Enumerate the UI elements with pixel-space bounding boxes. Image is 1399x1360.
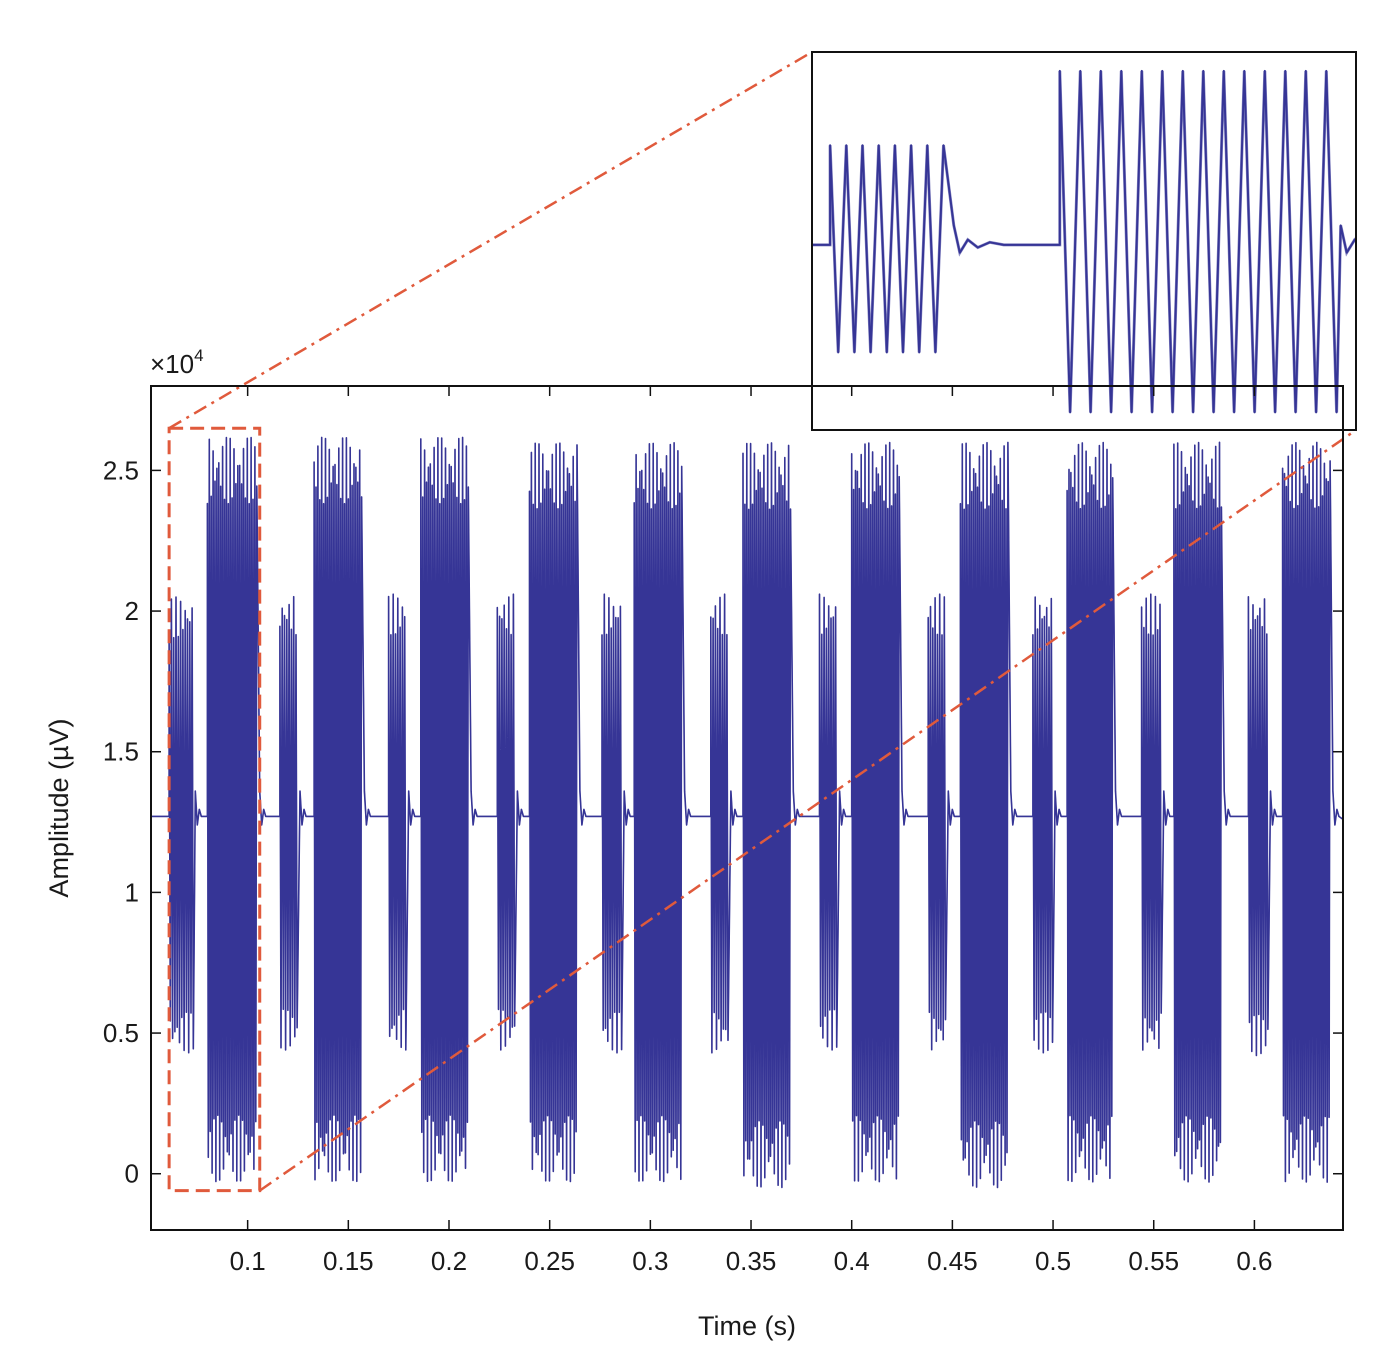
y-axis-multiplier-base: ×10 (150, 349, 194, 379)
y-tick-label: 0.5 (103, 1018, 139, 1048)
x-axis: 0.1 0.15 0.2 0.25 0.3 0.35 0.4 0.45 0.5 0.55 0.6 (230, 386, 1272, 1276)
zoom-connector-bottom (259, 428, 1357, 1192)
y-axis-multiplier-exponent: 4 (194, 346, 203, 365)
inset-frame (811, 51, 1357, 431)
x-axis-label: Time (s) (698, 1311, 796, 1341)
y-tick-label: 2 (125, 596, 139, 626)
plot-frame (150, 385, 1344, 1231)
y-axis: 0 0.5 1 1.5 2 2.5 (103, 455, 1343, 1189)
y-tick-label: 1 (125, 877, 139, 907)
x-tick-label: 0.6 (1236, 1246, 1272, 1276)
y-axis-label: Amplitude (µV) (44, 718, 74, 897)
zoom-highlight (167, 50, 1357, 1193)
inset-trace-line (812, 69, 1356, 414)
y-tick-label: 0 (125, 1159, 139, 1189)
y-axis-multiplier: ×104 (150, 346, 204, 379)
x-tick-label: 0.25 (524, 1246, 575, 1276)
highlight-box (167, 426, 262, 1193)
x-tick-label: 0.55 (1128, 1246, 1179, 1276)
signal-trace-line (151, 436, 1343, 1189)
signal-trace (151, 436, 1343, 1189)
y-tick-label: 2.5 (103, 455, 139, 485)
x-tick-label: 0.1 (230, 1246, 266, 1276)
x-tick-label: 0.45 (927, 1246, 978, 1276)
x-tick-label: 0.3 (632, 1246, 668, 1276)
zoom-inset (811, 51, 1357, 431)
x-tick-label: 0.5 (1035, 1246, 1071, 1276)
x-tick-label: 0.35 (726, 1246, 777, 1276)
zoom-connector-top (168, 50, 813, 430)
x-tick-label: 0.4 (834, 1246, 870, 1276)
y-tick-label: 1.5 (103, 737, 139, 767)
x-tick-label: 0.15 (323, 1246, 374, 1276)
x-tick-label: 0.2 (431, 1246, 467, 1276)
